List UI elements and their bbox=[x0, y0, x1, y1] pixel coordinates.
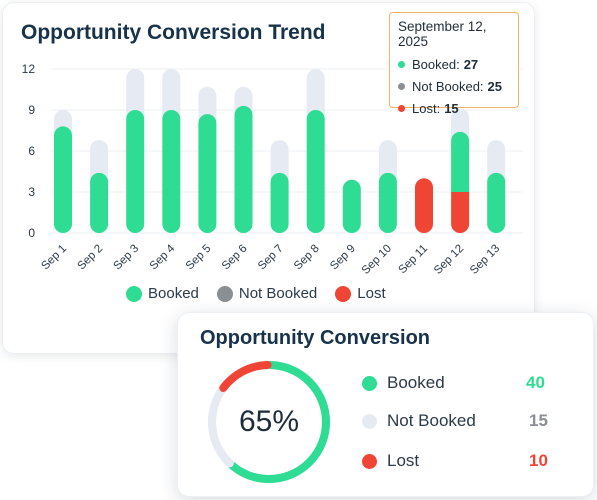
tooltip-label-not-booked: Not Booked: bbox=[412, 79, 484, 94]
bar-booked-sep-13 bbox=[487, 172, 506, 233]
tooltip-value-lost: 15 bbox=[444, 101, 459, 116]
x-tick-label-sep-4: Sep 4 bbox=[148, 242, 178, 272]
donut-arc-not-booked bbox=[208, 361, 330, 483]
x-tick-label-sep-5: Sep 5 bbox=[184, 243, 214, 273]
bar-booked-sep-12 bbox=[451, 131, 470, 192]
bar-not-booked-sep-13 bbox=[487, 140, 506, 179]
legend-label-booked: Booked bbox=[148, 285, 199, 302]
tooltip-dot-not-booked bbox=[398, 83, 405, 90]
legend-label-not-booked: Not Booked bbox=[238, 285, 318, 302]
donut-arc-lost bbox=[208, 361, 330, 483]
x-tick-label-sep-9: Sep 9 bbox=[328, 243, 358, 273]
tooltip-dot-booked bbox=[398, 61, 405, 68]
legend-dot-lost bbox=[335, 285, 352, 302]
conversion-value-not-booked: 15 bbox=[529, 411, 548, 430]
conversion-row-booked: Booked bbox=[362, 373, 552, 393]
x-tick-label-sep-7: Sep 7 bbox=[256, 243, 286, 273]
tooltip-value-not-booked: 25 bbox=[487, 79, 503, 94]
tooltip-label-lost: Lost: bbox=[412, 101, 441, 116]
trend-legend: Booked Not Booked Lost bbox=[126, 285, 404, 302]
bar-booked-sep-3 bbox=[126, 110, 145, 233]
bar-booked-sep-7 bbox=[270, 172, 289, 233]
x-tick-label-sep-8: Sep 8 bbox=[292, 243, 322, 273]
legend-dot-booked bbox=[126, 285, 142, 302]
conversion-value-booked: 40 bbox=[526, 373, 545, 392]
tooltip-date: September 12, 2025 bbox=[398, 19, 487, 49]
x-tick-label-sep-10: Sep 10 bbox=[360, 243, 394, 277]
tooltip-row-lost: Lost: 15 bbox=[398, 101, 510, 116]
bar-lost-sep-11 bbox=[415, 178, 433, 233]
bar-booked-sep-6 bbox=[234, 105, 253, 233]
bar-not-booked-sep-5 bbox=[198, 86, 217, 121]
bar-not-booked-sep-2 bbox=[90, 140, 109, 179]
trend-title: Opportunity Conversion Trend bbox=[21, 21, 326, 44]
bar-booked-sep-5 bbox=[198, 114, 217, 233]
conversion-dot-lost bbox=[362, 453, 377, 469]
conversion-row-lost: Lost bbox=[362, 451, 552, 471]
conversion-label-lost: Lost bbox=[387, 451, 420, 470]
bar-booked-sep-1 bbox=[54, 126, 72, 233]
bar-not-booked-sep-7 bbox=[270, 140, 289, 179]
bar-not-booked-sep-12 bbox=[451, 108, 470, 138]
legend-label-lost: Lost bbox=[357, 285, 386, 302]
y-tick-label-9: 9 bbox=[28, 103, 35, 117]
legend-dot-not-booked bbox=[216, 285, 233, 302]
bar-not-booked-sep-8 bbox=[306, 69, 325, 116]
donut-percent: 65% bbox=[238, 405, 300, 438]
conversion-row-not-booked: Not Booked bbox=[362, 411, 552, 431]
bar-not-booked-sep-4 bbox=[162, 69, 181, 116]
conversion-label-booked: Booked bbox=[387, 373, 445, 392]
bar-not-booked-sep-6 bbox=[234, 86, 253, 112]
conversion-value-lost: 10 bbox=[529, 451, 548, 470]
conversion-dot-not-booked bbox=[362, 413, 377, 429]
y-tick-label-6: 6 bbox=[28, 144, 35, 158]
bar-booked-sep-2 bbox=[90, 172, 109, 233]
y-tick-label-0: 0 bbox=[28, 226, 35, 240]
x-tick-label-sep-3: Sep 3 bbox=[112, 243, 142, 273]
conversion-label-not-booked: Not Booked bbox=[387, 411, 476, 430]
bar-not-booked-sep-10 bbox=[378, 140, 397, 179]
bar-booked-sep-8 bbox=[306, 110, 325, 233]
x-tick-label-sep-11: Sep 11 bbox=[396, 243, 430, 277]
x-tick-label-sep-1: Sep 1 bbox=[39, 243, 69, 273]
bar-lost-sep-12 bbox=[451, 192, 470, 233]
legend-item-not-booked[interactable]: Not Booked bbox=[216, 285, 318, 302]
chart-tooltip: September 12, 2025 Booked: 27 Not Booked… bbox=[389, 12, 519, 116]
conversion-dot-booked bbox=[362, 375, 377, 391]
legend-item-booked[interactable]: Booked bbox=[126, 285, 199, 302]
tooltip-value-booked: 27 bbox=[463, 57, 479, 72]
bar-booked-sep-9 bbox=[342, 179, 361, 233]
bar-not-booked-sep-3 bbox=[126, 69, 145, 116]
bar-booked-sep-4 bbox=[162, 110, 181, 233]
tooltip-label-booked: Booked: bbox=[412, 57, 460, 72]
y-tick-label-12: 12 bbox=[22, 62, 36, 76]
bar-not-booked-sep-1 bbox=[54, 110, 72, 133]
x-tick-label-sep-2: Sep 2 bbox=[75, 243, 105, 273]
tooltip-row-not-booked: Not Booked: 25 bbox=[398, 79, 510, 94]
legend-item-lost[interactable]: Lost bbox=[335, 285, 386, 302]
conversion-donut bbox=[208, 361, 330, 483]
tooltip-dot-lost bbox=[398, 105, 405, 112]
x-tick-label-sep-13: Sep 13 bbox=[468, 243, 502, 277]
y-tick-label-3: 3 bbox=[28, 185, 35, 199]
bar-booked-sep-10 bbox=[378, 172, 397, 233]
x-tick-label-sep-12: Sep 12 bbox=[432, 243, 466, 277]
tooltip-row-booked: Booked: 27 bbox=[398, 57, 510, 72]
x-tick-label-sep-6: Sep 6 bbox=[220, 243, 250, 273]
conversion-title: Opportunity Conversion bbox=[200, 327, 430, 349]
conversion-card: Opportunity Conversion 65% Booked 40 Not… bbox=[177, 312, 594, 497]
trend-card: Opportunity Conversion Trend 0 3 6 9 12 Sep 1… bbox=[2, 2, 535, 354]
